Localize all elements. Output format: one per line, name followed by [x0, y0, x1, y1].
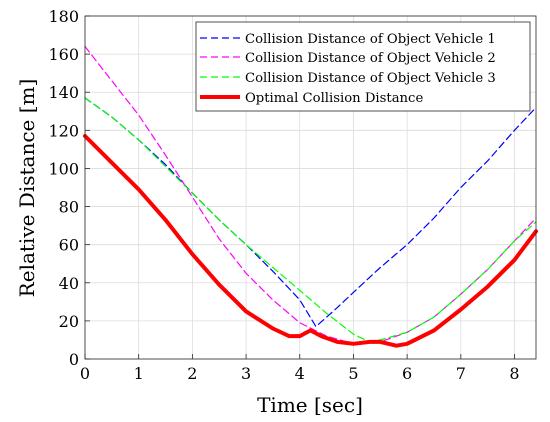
x-tick-label: 7 — [456, 364, 466, 383]
x-tick-label: 3 — [241, 364, 251, 383]
y-tick-labels: 0 20 40 60 80 100 120 140 160 180 — [48, 7, 79, 369]
y-tick-label: 160 — [48, 45, 79, 64]
legend-label-vehicle-1: Collision Distance of Object Vehicle 1 — [245, 32, 496, 47]
y-axis-label: Relative Distance [m] — [15, 79, 39, 298]
legend: Collision Distance of Object Vehicle 1 C… — [195, 21, 531, 112]
y-tick-label: 0 — [69, 350, 79, 369]
y-tick-label: 140 — [48, 83, 79, 102]
legend-label-optimal: Optimal Collision Distance — [245, 91, 423, 106]
y-tick-label: 40 — [59, 274, 79, 293]
x-tick-label: 6 — [402, 364, 412, 383]
series-vehicle-2-line — [84, 45, 537, 345]
series-optimal-line — [83, 134, 538, 348]
x-tick-labels: 0 1 2 3 4 5 6 7 8 — [80, 364, 520, 383]
series-lines — [83, 45, 538, 348]
y-tick-label: 60 — [59, 236, 79, 255]
x-tick-label: 1 — [134, 364, 144, 383]
x-axis-label: Time [sec] — [257, 393, 363, 417]
y-tick-label: 80 — [59, 198, 79, 217]
y-tick-label: 100 — [48, 159, 79, 178]
legend-label-vehicle-2: Collision Distance of Object Vehicle 2 — [245, 51, 496, 66]
x-tick-label: 4 — [295, 364, 305, 383]
series-vehicle-3-line — [84, 97, 537, 343]
x-tick-label: 8 — [509, 364, 519, 383]
x-tick-label: 5 — [348, 364, 358, 383]
x-tick-label: 2 — [187, 364, 197, 383]
series-vehicle-1-line — [84, 97, 537, 328]
x-tick-label: 0 — [80, 364, 90, 383]
y-tick-label: 20 — [59, 312, 79, 331]
legend-box — [195, 21, 531, 112]
y-tick-label: 120 — [48, 121, 79, 140]
legend-label-vehicle-3: Collision Distance of Object Vehicle 3 — [245, 71, 496, 86]
plot-frame — [84, 15, 537, 360]
y-tick-label: 180 — [48, 7, 79, 26]
